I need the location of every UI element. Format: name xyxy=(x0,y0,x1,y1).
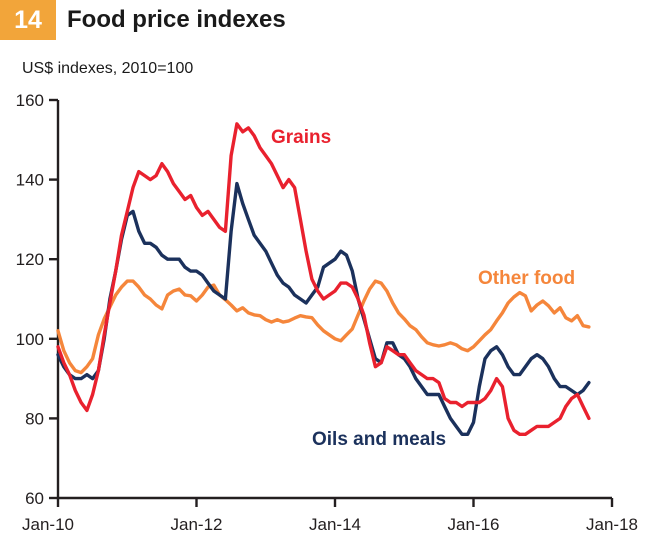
oils-and-meals-line xyxy=(56,181,591,436)
oils-and-meals-label: Oils and meals xyxy=(312,429,446,450)
y-tick-label: 60 xyxy=(25,489,44,508)
y-tick-label: 120 xyxy=(16,250,44,269)
page-title: Food price indexes xyxy=(67,6,286,33)
x-tick-label: Jan-10 xyxy=(22,515,74,534)
y-tick-label: 100 xyxy=(16,330,44,349)
grains-label: Grains xyxy=(271,127,331,148)
grains-line xyxy=(56,122,591,436)
y-tick-label: 160 xyxy=(16,91,44,110)
x-tick-label: Jan-16 xyxy=(448,515,500,534)
x-tick-label: Jan-14 xyxy=(309,515,361,534)
y-tick-label: 80 xyxy=(25,409,44,428)
other-food-label: Other food xyxy=(478,268,575,289)
other-food-line xyxy=(56,279,591,375)
chart-units-subtitle: US$ indexes, 2010=100 xyxy=(22,60,194,77)
y-tick-label: 140 xyxy=(16,171,44,190)
figure-number-badge: 14 xyxy=(0,0,56,40)
x-tick-label: Jan-12 xyxy=(171,515,223,534)
x-tick-label: Jan-18 xyxy=(586,515,638,534)
